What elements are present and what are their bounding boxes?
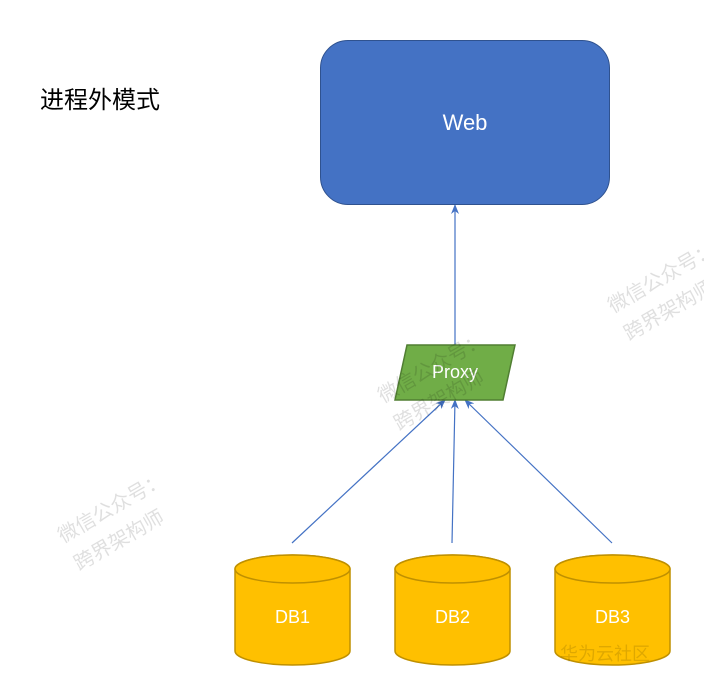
diagram-title: 进程外模式 [40, 80, 160, 115]
db3-node: DB3 [555, 569, 670, 665]
web-node: Web [320, 40, 610, 205]
db1-node: DB1 [235, 569, 350, 665]
db1-node-label: DB1 [275, 607, 310, 628]
edge-db2-proxy [452, 400, 455, 543]
db2-node: DB2 [395, 569, 510, 665]
proxy-node: Proxy [395, 345, 515, 400]
edge-db3-proxy [465, 400, 612, 543]
watermark-2: 微信公众号：跨界架构师 [602, 234, 704, 349]
web-node-label: Web [443, 110, 488, 136]
db2-node-label: DB2 [435, 607, 470, 628]
db3-node-label: DB3 [595, 607, 630, 628]
proxy-node-label: Proxy [432, 362, 478, 383]
edge-db1-proxy [292, 400, 445, 543]
watermark-0: 微信公众号：跨界架构师 [52, 464, 188, 579]
